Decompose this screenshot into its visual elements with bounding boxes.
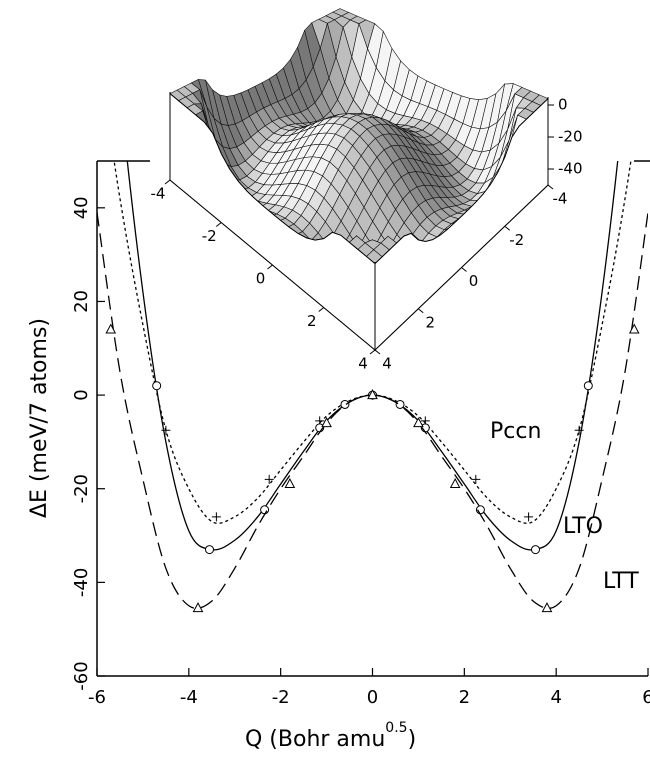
plot-area xyxy=(97,161,648,613)
inset-z-tick-label: 0 xyxy=(558,96,568,114)
inset-x-tick xyxy=(318,307,325,312)
inset-y-tick xyxy=(547,184,554,190)
marker xyxy=(449,477,461,489)
inset-x-tick-label: 0 xyxy=(256,270,266,288)
inset-x-tick xyxy=(267,264,273,270)
marker xyxy=(367,389,378,400)
marker xyxy=(628,323,640,334)
y-tick-label: -60 xyxy=(71,661,92,690)
y-tick-label: 0 xyxy=(71,389,92,400)
inset-x-tick xyxy=(369,349,376,355)
y-tick-label: -20 xyxy=(71,474,92,503)
inset-z-tick-label: -40 xyxy=(558,160,583,178)
inset-y-tick-label: 2 xyxy=(425,313,435,331)
inset-y-tick xyxy=(461,267,467,272)
marker xyxy=(204,545,214,555)
series-label: LTO xyxy=(563,514,603,539)
marker xyxy=(541,602,553,613)
marker xyxy=(395,399,405,409)
x-tick-label: -6 xyxy=(88,687,106,708)
y-axis-label: ΔE (meV/7 atoms) xyxy=(27,318,52,518)
x-tick-label: 4 xyxy=(550,687,561,708)
marker xyxy=(284,477,296,489)
y-tick-label: -40 xyxy=(71,568,92,597)
inset-y-tick xyxy=(374,349,381,355)
y-tick-label: 40 xyxy=(71,196,92,219)
inset-x-tick-label: 4 xyxy=(358,355,368,373)
marker xyxy=(583,381,593,391)
x-tick-label: -2 xyxy=(272,687,290,708)
marker xyxy=(340,399,350,409)
inset-z-tick-label: -20 xyxy=(558,128,583,146)
marker xyxy=(471,474,481,484)
marker xyxy=(105,323,117,334)
marker xyxy=(321,417,332,428)
x-tick-label: 6 xyxy=(642,687,650,708)
inset-x-tick xyxy=(164,179,171,185)
inset-x-tick-label: 2 xyxy=(307,312,317,330)
x-tick-label: -4 xyxy=(180,687,198,708)
marker xyxy=(260,505,270,515)
inset-x-tick-label: -2 xyxy=(202,227,217,245)
inset-x-tick xyxy=(215,222,222,227)
marker xyxy=(192,602,204,613)
marker xyxy=(574,425,584,435)
marker xyxy=(264,474,274,484)
marker xyxy=(211,512,221,522)
marker xyxy=(413,417,424,428)
x-tick-label: 2 xyxy=(459,687,470,708)
series-label: Pccn xyxy=(490,419,541,444)
x-axis-label: Q (Bohr amu0.5) xyxy=(245,720,416,752)
y-tick-label: 20 xyxy=(71,290,92,313)
inset-y-tick-label: 4 xyxy=(382,355,392,373)
marker xyxy=(531,545,541,555)
inset-y-tick-label: -2 xyxy=(509,231,524,249)
marker xyxy=(524,512,534,522)
marker xyxy=(152,381,162,391)
inset-y-tick-label: 0 xyxy=(469,272,479,290)
inset-y-tick xyxy=(417,308,424,314)
inset-y-tick xyxy=(504,225,511,231)
x-tick-label: 0 xyxy=(367,687,378,708)
inset-y-tick-label: -4 xyxy=(553,190,568,208)
x-axis-label-superscript: 0.5 xyxy=(385,720,407,736)
series-label: LTT xyxy=(603,569,639,594)
x-axis-label-text: Q (Bohr amu xyxy=(245,727,385,752)
inset-x-tick-label: -4 xyxy=(151,185,166,203)
marker xyxy=(161,425,171,435)
x-axis-label-end: ) xyxy=(408,727,417,752)
